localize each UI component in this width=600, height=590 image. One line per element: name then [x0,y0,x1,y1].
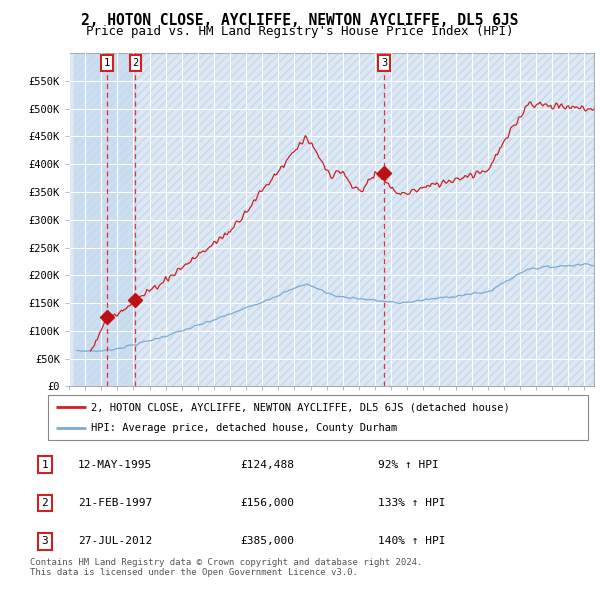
Text: 2: 2 [132,58,139,68]
Text: 21-FEB-1997: 21-FEB-1997 [78,498,152,508]
Text: HPI: Average price, detached house, County Durham: HPI: Average price, detached house, Coun… [91,424,397,434]
FancyBboxPatch shape [48,395,588,440]
Text: 3: 3 [41,536,49,546]
Text: £124,488: £124,488 [240,460,294,470]
Text: 2, HOTON CLOSE, AYCLIFFE, NEWTON AYCLIFFE, DL5 6JS (detached house): 2, HOTON CLOSE, AYCLIFFE, NEWTON AYCLIFF… [91,402,510,412]
Bar [107,53,136,386]
Text: Price paid vs. HM Land Registry's House Price Index (HPI): Price paid vs. HM Land Registry's House … [86,25,514,38]
Text: 140% ↑ HPI: 140% ↑ HPI [378,536,445,546]
Text: £156,000: £156,000 [240,498,294,508]
Text: 92% ↑ HPI: 92% ↑ HPI [378,460,439,470]
Text: 27-JUL-2012: 27-JUL-2012 [78,536,152,546]
Text: Contains HM Land Registry data © Crown copyright and database right 2024.
This d: Contains HM Land Registry data © Crown c… [30,558,422,577]
Text: 12-MAY-1995: 12-MAY-1995 [78,460,152,470]
Text: £385,000: £385,000 [240,536,294,546]
Bar [74,53,107,386]
Text: 2: 2 [41,498,49,508]
Text: 1: 1 [104,58,110,68]
Text: 1: 1 [41,460,49,470]
Text: 133% ↑ HPI: 133% ↑ HPI [378,498,445,508]
Text: 2, HOTON CLOSE, AYCLIFFE, NEWTON AYCLIFFE, DL5 6JS: 2, HOTON CLOSE, AYCLIFFE, NEWTON AYCLIFF… [81,13,519,28]
Text: 3: 3 [381,58,387,68]
